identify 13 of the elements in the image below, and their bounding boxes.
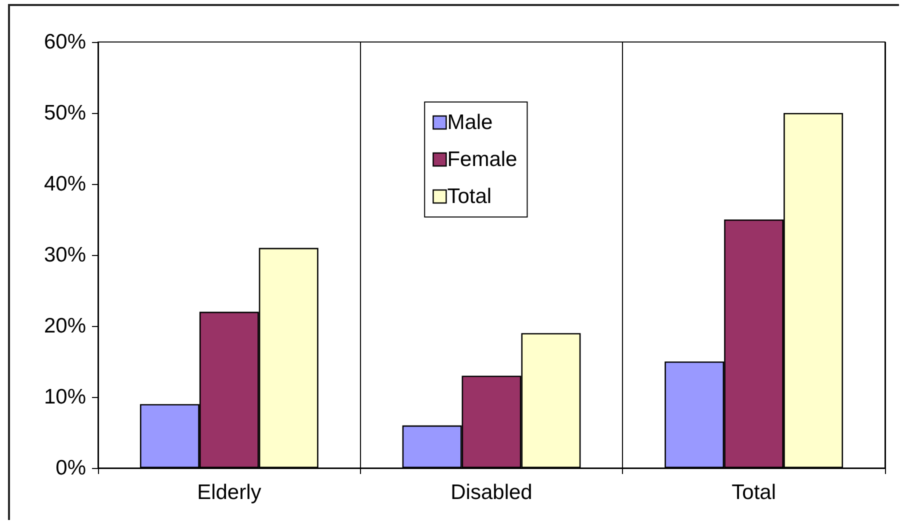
y-tick-label: 50% (44, 102, 86, 124)
y-tick-label: 0% (56, 456, 86, 480)
y-tick-label: 40% (44, 172, 86, 196)
legend-label: Male (447, 111, 493, 134)
legend-label: Total (447, 185, 492, 208)
x-tick-label: Total (732, 481, 776, 504)
legend-label: Female (447, 148, 518, 171)
y-tick-label: 10% (44, 386, 86, 408)
y-tick-label: 60% (44, 30, 86, 54)
y-tick-label: 30% (44, 244, 86, 266)
x-tick-label: Elderly (197, 481, 262, 504)
y-tick-label: 20% (44, 314, 86, 338)
x-tick-label: Disabled (450, 481, 532, 504)
